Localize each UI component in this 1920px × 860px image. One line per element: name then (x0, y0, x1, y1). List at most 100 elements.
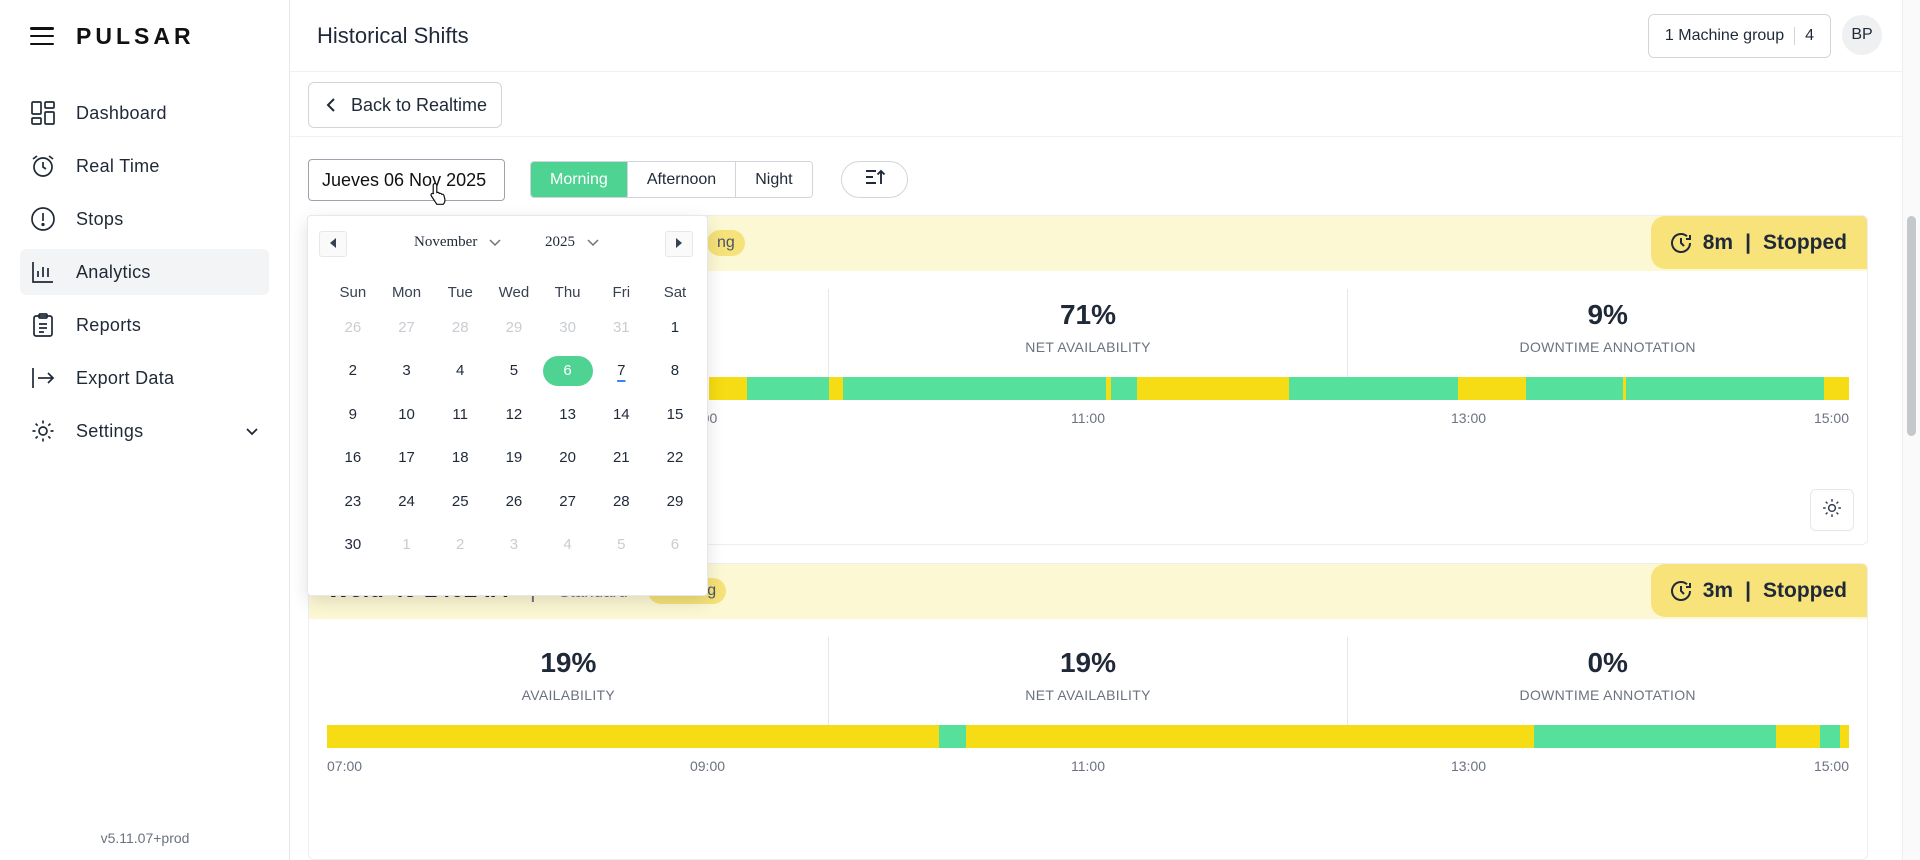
sidebar-item-stops[interactable]: Stops (20, 196, 269, 242)
sidebar-item-real-time[interactable]: Real Time (20, 143, 269, 189)
calendar-day[interactable]: 6 (648, 530, 702, 560)
machine-card: Weld 49 1402 IA | Standard Morning 3m | … (308, 563, 1868, 860)
sidebar-item-dashboard[interactable]: Dashboard (20, 90, 269, 136)
status-timeline[interactable] (709, 377, 1849, 400)
calendar-day[interactable]: 30 (326, 530, 380, 560)
year-select[interactable]: 2025 (545, 234, 599, 251)
calendar-day[interactable]: 21 (594, 443, 648, 473)
timeline-segment-stopped[interactable] (327, 725, 939, 748)
sidebar-item-reports[interactable]: Reports (20, 302, 269, 348)
calendar-day-today[interactable]: 7 (594, 356, 648, 386)
timeline-segment-running[interactable] (842, 377, 1106, 400)
calendar-day-number: 29 (505, 318, 523, 336)
shift-night-button[interactable]: Night (736, 162, 812, 197)
next-month-button[interactable] (665, 231, 693, 257)
sidebar-item-settings[interactable]: Settings (20, 408, 269, 454)
calendar-day[interactable]: 16 (326, 443, 380, 473)
calendar-day[interactable]: 9 (326, 400, 380, 430)
calendar-day[interactable]: 27 (541, 487, 595, 517)
calendar-day-number: 12 (505, 405, 523, 423)
calendar-day[interactable]: 3 (487, 530, 541, 560)
calendar-day[interactable]: 2 (433, 530, 487, 560)
timeline-segment-stopped[interactable] (1458, 377, 1526, 400)
avatar[interactable]: BP (1842, 15, 1882, 55)
shift-morning-button[interactable]: Morning (531, 162, 628, 197)
status-timeline[interactable] (327, 725, 1849, 748)
metric-downtime-annotation: 0% DOWNTIME ANNOTATION (1348, 637, 1867, 725)
calendar-day[interactable]: 26 (487, 487, 541, 517)
sidebar-item-analytics[interactable]: Analytics (20, 249, 269, 295)
calendar-day[interactable]: 28 (433, 313, 487, 343)
calendar-day[interactable]: 29 (648, 487, 702, 517)
timeline-segment-running[interactable] (938, 725, 967, 748)
calendar-day[interactable]: 23 (326, 487, 380, 517)
previous-month-button[interactable] (319, 231, 347, 257)
timeline-segment-running[interactable] (1625, 377, 1825, 400)
sidebar-item-export-data[interactable]: Export Data (20, 355, 269, 401)
timeline-segment-stopped[interactable] (1839, 725, 1849, 748)
back-button-label: Back to Realtime (351, 94, 488, 115)
calendar-day[interactable]: 17 (380, 443, 434, 473)
calendar-day[interactable]: 2 (326, 356, 380, 386)
calendar-day[interactable]: 18 (433, 443, 487, 473)
scrollbar-thumb[interactable] (1907, 216, 1916, 436)
calendar-day[interactable]: 26 (326, 313, 380, 343)
calendar-day[interactable]: 5 (487, 356, 541, 386)
calendar-day[interactable]: 3 (380, 356, 434, 386)
calendar-day[interactable]: 1 (648, 313, 702, 343)
sort-icon (864, 168, 886, 191)
month-select[interactable]: November (414, 234, 501, 251)
page-scrollbar[interactable] (1902, 0, 1920, 860)
timeline-segment-stopped[interactable] (1824, 377, 1849, 400)
calendar-day[interactable]: 29 (487, 313, 541, 343)
calendar-day[interactable]: 4 (541, 530, 595, 560)
timeline-segment-running[interactable] (1525, 377, 1623, 400)
calendar-day[interactable]: 31 (594, 313, 648, 343)
timeline-segment-stopped[interactable] (828, 377, 843, 400)
date-picker-input[interactable]: Jueves 06 Nov 2025 (308, 159, 505, 201)
calendar-day[interactable]: 14 (594, 400, 648, 430)
timeline-segment-stopped[interactable] (1622, 377, 1626, 400)
machine-group-label: 1 Machine group (1664, 27, 1785, 44)
timeline-segment-stopped[interactable] (966, 725, 1534, 748)
sidebar-item-label: Settings (76, 420, 144, 441)
calendar-day[interactable]: 20 (541, 443, 595, 473)
card-settings-button[interactable] (1810, 489, 1854, 531)
app-version: v5.11.07+prod (100, 830, 190, 846)
calendar-day[interactable]: 11 (433, 400, 487, 430)
chevron-down-icon[interactable] (243, 422, 261, 440)
sort-button[interactable] (841, 161, 908, 198)
calendar-day-selected[interactable]: 6 (541, 356, 595, 387)
timeline-segment-running[interactable] (1820, 725, 1840, 748)
calendar-day[interactable]: 28 (594, 487, 648, 517)
timeline-segment-stopped[interactable] (709, 377, 748, 400)
calendar-day[interactable]: 4 (433, 356, 487, 386)
shift-afternoon-button[interactable]: Afternoon (627, 162, 737, 197)
calendar-day[interactable]: 12 (487, 400, 541, 430)
timeline-segment-running[interactable] (1533, 725, 1776, 748)
calendar-day[interactable]: 19 (487, 443, 541, 473)
timeline-segment-running[interactable] (1110, 377, 1137, 400)
calendar-day[interactable]: 27 (380, 313, 434, 343)
timeline-segment-running[interactable] (747, 377, 829, 400)
sidebar: PULSAR Dashboard Real Time Stops (0, 0, 290, 860)
calendar-day[interactable]: 30 (541, 313, 595, 343)
timeline-segment-stopped[interactable] (1775, 725, 1821, 748)
calendar-day[interactable]: 5 (594, 530, 648, 560)
sidebar-item-label: Reports (76, 314, 142, 335)
timeline-segment-running[interactable] (1288, 377, 1459, 400)
calendar-day[interactable]: 13 (541, 400, 595, 430)
calendar-day[interactable]: 10 (380, 400, 434, 430)
calendar-day[interactable]: 25 (433, 487, 487, 517)
hamburger-menu-icon[interactable] (30, 27, 54, 45)
timeline-segment-stopped[interactable] (1136, 377, 1289, 400)
calendar-day[interactable]: 15 (648, 400, 702, 430)
calendar-day[interactable]: 1 (380, 530, 434, 560)
back-to-realtime-button[interactable]: Back to Realtime (308, 82, 503, 128)
calendar-day[interactable]: 22 (648, 443, 702, 473)
status-badge: 3m | Stopped (1650, 564, 1867, 617)
calendar-day[interactable]: 8 (648, 356, 702, 386)
calendar-day[interactable]: 24 (380, 487, 434, 517)
timeline-segment-stopped[interactable] (1105, 377, 1111, 400)
machine-group-selector[interactable]: 1 Machine group 4 (1647, 14, 1831, 58)
